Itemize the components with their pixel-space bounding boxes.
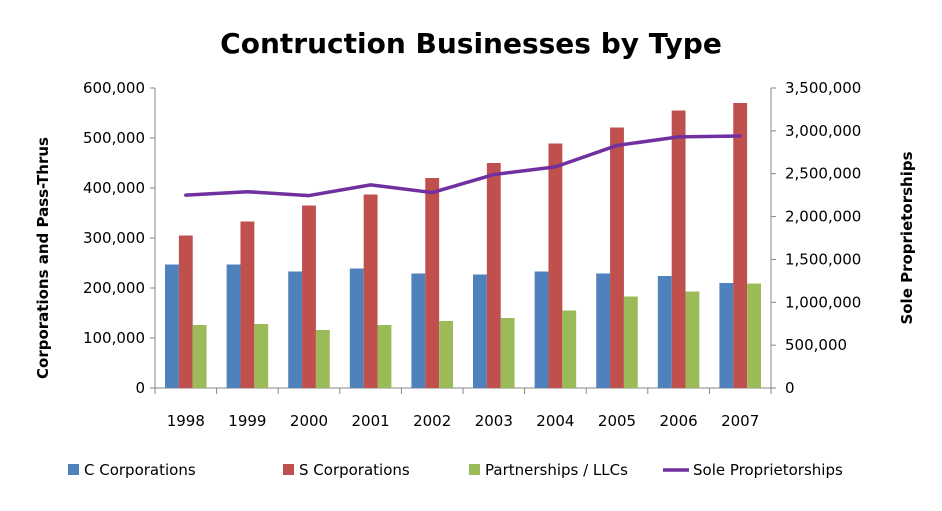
bar-c-corporations [349, 268, 364, 388]
legend-label: Partnerships / LLCs [485, 461, 628, 479]
bar-c-corporations [226, 264, 241, 388]
y-left-tick-label: 0 [135, 379, 145, 397]
bar-partnerships-llcs [747, 283, 761, 388]
y-left-tick-label: 600,000 [83, 79, 145, 97]
y-right-tick-label: 2,500,000 [785, 165, 861, 183]
y-left-tick-label: 300,000 [83, 229, 145, 247]
x-tick-label: 2006 [660, 412, 698, 430]
legend-swatch [469, 464, 480, 475]
bar-c-corporations [411, 273, 426, 388]
x-tick-label: 2002 [413, 412, 451, 430]
legend: C Corporations S Corporations Partnerships… [68, 461, 843, 479]
bar-partnerships-llcs [685, 291, 700, 388]
y-left-tick-label: 200,000 [83, 279, 145, 297]
bar-s-corporations [302, 205, 316, 388]
bar-c-corporations [596, 273, 611, 388]
bar-c-corporations [288, 271, 303, 388]
y-axis-right-title: Sole Proprietorships [898, 151, 916, 324]
bar-c-corporations [719, 283, 734, 388]
y-left-tick-label: 400,000 [83, 179, 145, 197]
legend-swatch [283, 464, 294, 475]
x-tick-label: 2004 [536, 412, 574, 430]
y-right-tick-label: 1,000,000 [785, 293, 861, 311]
bar-s-corporations [363, 194, 378, 388]
legend-label: C Corporations [84, 461, 196, 479]
bar-partnerships-llcs [562, 310, 577, 388]
bar-s-corporations [548, 143, 563, 388]
chart-title: Contruction Businesses by Type [220, 27, 722, 60]
bar-s-corporations [425, 178, 440, 388]
bar-partnerships-llcs [254, 324, 269, 388]
bar-s-corporations [240, 221, 255, 388]
bar-c-corporations [534, 271, 549, 388]
bar-s-corporations [733, 103, 748, 388]
bar-c-corporations [657, 276, 672, 388]
bar-partnerships-llcs [377, 325, 392, 388]
x-tick-label: 1999 [228, 412, 266, 430]
x-tick-label: 2005 [598, 412, 636, 430]
legend-label: Sole Proprietorships [693, 461, 843, 479]
y-right-tick-label: 3,000,000 [785, 122, 861, 140]
plot-area: 0 100,000 200,000 300,000 400,000 500,000 600,… [83, 79, 861, 430]
y-right-tick-label: 1,500,000 [785, 250, 861, 268]
bar-c-corporations [165, 264, 179, 388]
x-tick-label: 2001 [352, 412, 390, 430]
y-left-tick-label: 500,000 [83, 129, 145, 147]
y-right-tick-label: 500,000 [785, 336, 847, 354]
bar-s-corporations [486, 163, 501, 388]
bar-s-corporations [610, 127, 624, 388]
bar-partnerships-llcs [439, 321, 453, 388]
y-left-tick-label: 100,000 [83, 329, 145, 347]
bar-partnerships-llcs [623, 296, 638, 388]
x-tick-label: 2000 [290, 412, 328, 430]
bar-partnerships-llcs [500, 318, 515, 388]
bar-partnerships-llcs [315, 330, 330, 388]
y-right-tick-label: 3,500,000 [785, 79, 861, 97]
bar-partnerships-llcs [192, 325, 207, 388]
y-right-tick-label: 0 [785, 379, 795, 397]
bar-c-corporations [473, 274, 487, 388]
legend-swatch [68, 464, 79, 475]
y-right-tick-label: 2,000,000 [785, 208, 861, 226]
x-tick-label: 2007 [721, 412, 759, 430]
line-sole-proprietorships [184, 134, 742, 198]
bar-s-corporations [178, 235, 193, 388]
legend-label: S Corporations [299, 461, 410, 479]
y-axis-left-title: Corporations and Pass-Thrus [34, 137, 52, 379]
x-tick-label: 2003 [475, 412, 513, 430]
bar-s-corporations [671, 110, 686, 388]
x-tick-label: 1998 [167, 412, 205, 430]
